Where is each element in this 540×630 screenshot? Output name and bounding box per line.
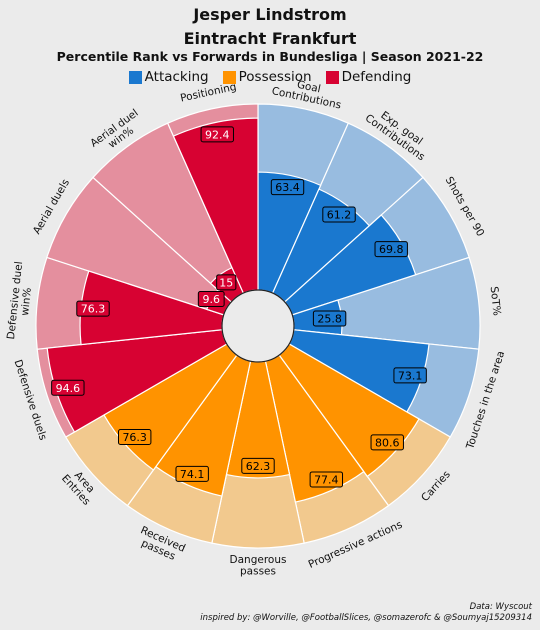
legend-item-defending: Defending — [325, 69, 412, 85]
value-label-text: 63.4 — [275, 181, 300, 194]
value-label-text: 25.8 — [317, 312, 342, 325]
value-label-aerial-duels: 9.6 — [197, 291, 225, 307]
value-label-text: 76.3 — [122, 431, 147, 444]
legend-item-attacking: Attacking — [128, 69, 209, 85]
value-label-text: 74.1 — [180, 468, 205, 481]
value-label-positioning: 92.4 — [200, 126, 234, 143]
value-label-goal-contributions: 63.4 — [270, 179, 305, 196]
chart-header: Jesper Lindstrom Eintracht Frankfurt Per… — [0, 0, 540, 85]
legend-label-attacking: Attacking — [144, 69, 209, 85]
value-label-text: 73.1 — [398, 369, 423, 382]
value-label-box — [393, 367, 427, 384]
legend-label-possession: Possession — [238, 69, 312, 85]
team-name: Eintracht Frankfurt — [183, 29, 357, 48]
value-label-text: 69.8 — [379, 243, 404, 256]
center-circle — [221, 289, 295, 363]
legend-swatch-defending — [325, 70, 339, 84]
value-label-box — [76, 300, 110, 317]
value-label-text: 77.4 — [314, 473, 339, 486]
legend-label-defending: Defending — [341, 69, 412, 85]
value-label-box — [197, 291, 225, 307]
value-label-area-entries: 76.3 — [117, 429, 152, 446]
value-label-carries: 80.6 — [370, 434, 404, 451]
value-label-box — [200, 126, 234, 143]
value-label-text: 15 — [219, 276, 233, 289]
param-label-defensive-duel-win: Defensive duelwin% — [5, 261, 37, 341]
value-label-progressive-actions: 77.4 — [309, 471, 344, 488]
credit-line: inspired by: @Worville, @FootballSlices,… — [200, 613, 532, 623]
player-name: Jesper Lindstrom — [193, 5, 347, 24]
value-label-shots-per-90: 69.8 — [374, 241, 408, 258]
legend-swatch-attacking — [128, 70, 142, 84]
value-label-box — [270, 179, 305, 196]
value-label-text: 76.3 — [81, 303, 106, 316]
value-label-box — [309, 471, 344, 488]
value-label-text: 92.4 — [205, 128, 230, 141]
value-label-aerial-duel-win: 15 — [216, 274, 237, 291]
param-label-sot: SoT% — [488, 286, 503, 317]
value-label-box — [216, 274, 237, 291]
value-labels: 63.4 61.2 69.8 25.8 73.1 80.6 77.4 62.3 74.1 76.3… — [51, 126, 427, 488]
value-label-box — [374, 241, 408, 258]
param-label-dangerous-passes: Dangerous passes — [230, 554, 287, 578]
value-label-box — [370, 434, 404, 451]
center-hole — [221, 289, 295, 363]
value-label-text: 9.6 — [202, 293, 220, 306]
value-label-box — [312, 310, 347, 327]
chart-subtitle: Percentile Rank vs Forwards in Bundeslig… — [56, 49, 484, 64]
value-label-text: 61.2 — [327, 208, 352, 221]
value-label-box — [175, 465, 209, 482]
value-label-exp-goal-contributions: 61.2 — [322, 206, 356, 223]
value-label-box — [241, 457, 275, 474]
value-label-box — [322, 206, 356, 223]
value-label-dangerous-passes: 62.3 — [241, 457, 275, 474]
param-label-positioning: Positioning — [179, 81, 237, 105]
data-source: Data: Wyscout — [469, 602, 532, 612]
value-label-text: 80.6 — [375, 436, 400, 449]
value-label-box — [51, 379, 85, 396]
footer: Data: Wyscout inspired by: @Worville, @F… — [200, 602, 532, 624]
legend-item-possession: Possession — [222, 69, 312, 85]
value-label-text: 62.3 — [246, 460, 271, 473]
value-label-defensive-duels: 94.6 — [51, 379, 85, 396]
value-label-sot: 25.8 — [312, 310, 347, 327]
value-label-received-passes: 74.1 — [175, 465, 209, 482]
legend-swatch-possession — [222, 70, 236, 84]
value-label-text: 94.6 — [56, 382, 81, 395]
value-label-defensive-duel-win: 76.3 — [76, 300, 110, 317]
legend: Attacking Possession Defending — [0, 69, 540, 85]
value-label-touches-in-the-area: 73.1 — [393, 367, 427, 384]
value-label-box — [117, 429, 152, 446]
